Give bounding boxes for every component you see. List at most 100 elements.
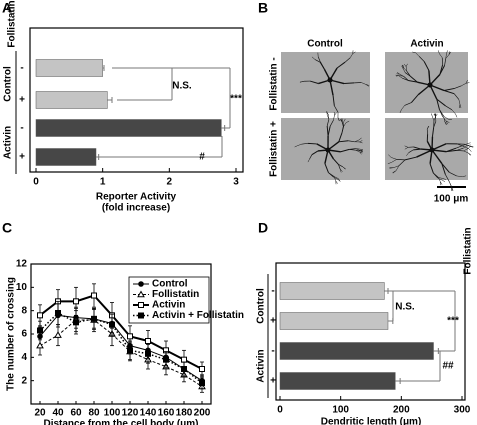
neurite [355,149,360,153]
y-tick-label: 4 [21,352,27,363]
panel-letter: B [258,0,268,16]
neurite [440,181,443,185]
series-line [39,319,203,387]
neurite [431,127,435,137]
neurite [403,76,409,81]
x-axis-label: Reporter Activity [96,192,177,203]
neurite [314,59,321,63]
neurite [467,142,471,144]
marker [138,281,144,287]
neurite [339,168,342,173]
neurite [359,148,364,151]
factor-label: Follistatin [7,0,18,47]
series-line [39,314,203,382]
x-tick-label: 2 [167,177,173,188]
neurite [387,162,392,164]
neurite [333,115,335,121]
neurite [388,154,392,158]
x-tick-label: 3 [233,177,239,188]
neurite [408,149,414,154]
neurite [437,50,440,54]
neurite [445,53,447,59]
row-label: Follistatin - [269,57,280,110]
neurite [391,159,397,163]
annotation: *** [230,94,242,105]
neurite [459,104,462,109]
neurite [340,148,350,153]
neurite [406,70,411,77]
x-axis-label: Distance from the cell body (μm) [43,419,198,425]
panel-letter: A [2,0,12,16]
neurite [436,98,440,110]
neurite [359,149,363,152]
neurite [461,83,467,86]
neurite [354,139,360,143]
neurite [468,152,472,156]
neurite [448,51,451,55]
neurite [446,149,457,153]
neurite [301,142,308,145]
neurite [462,175,467,178]
neurite [403,67,407,72]
neurite [333,158,339,165]
neurite [418,56,425,62]
bar [35,59,103,77]
category-label: - [20,123,23,134]
neurite [429,163,434,174]
neurite [299,81,305,83]
neurite [429,84,438,100]
neurite [438,177,441,182]
neurite [464,144,470,147]
neurite [324,149,329,164]
neurite [323,69,331,81]
marker [55,310,61,316]
group-label: Activin [3,126,14,159]
category-label: - [271,286,274,297]
neurite [326,125,329,136]
bar [279,372,396,390]
neurite [415,52,420,57]
neurite [326,114,330,120]
x-tick-label: 140 [140,408,157,419]
neurite [341,126,344,133]
group-label: Control [256,288,267,324]
neurite [359,140,363,143]
neurite [328,172,335,177]
neurite [365,84,369,87]
neurite [405,63,408,67]
marker [181,356,187,363]
neurite [338,163,343,168]
neurite [431,149,447,153]
neurite [443,115,449,120]
neurite [426,140,433,151]
neurite [401,64,404,68]
neurite [327,141,340,151]
neurite [359,141,363,144]
neurite [309,154,313,160]
category-label: + [19,95,25,106]
marker [199,380,205,386]
x-tick-label: 200 [393,405,410,416]
neurite [337,117,340,122]
marker [181,366,187,372]
factor-label: Follistatin [463,227,474,274]
neurite [329,79,345,85]
category-label: - [20,63,23,74]
neurite [404,145,409,148]
neurite [456,147,464,151]
category-label: - [271,346,274,357]
neurite [307,158,310,163]
annotation: ## [442,361,454,372]
neurite [413,148,422,151]
neurite [399,109,402,114]
neurite [423,61,430,71]
neurite [431,113,433,117]
neurite [462,143,468,146]
category-label: + [270,316,276,327]
group-label: Activin [256,349,267,382]
micrograph [385,52,468,113]
neurite [443,87,455,92]
neurite [454,85,462,89]
marker [163,356,169,363]
